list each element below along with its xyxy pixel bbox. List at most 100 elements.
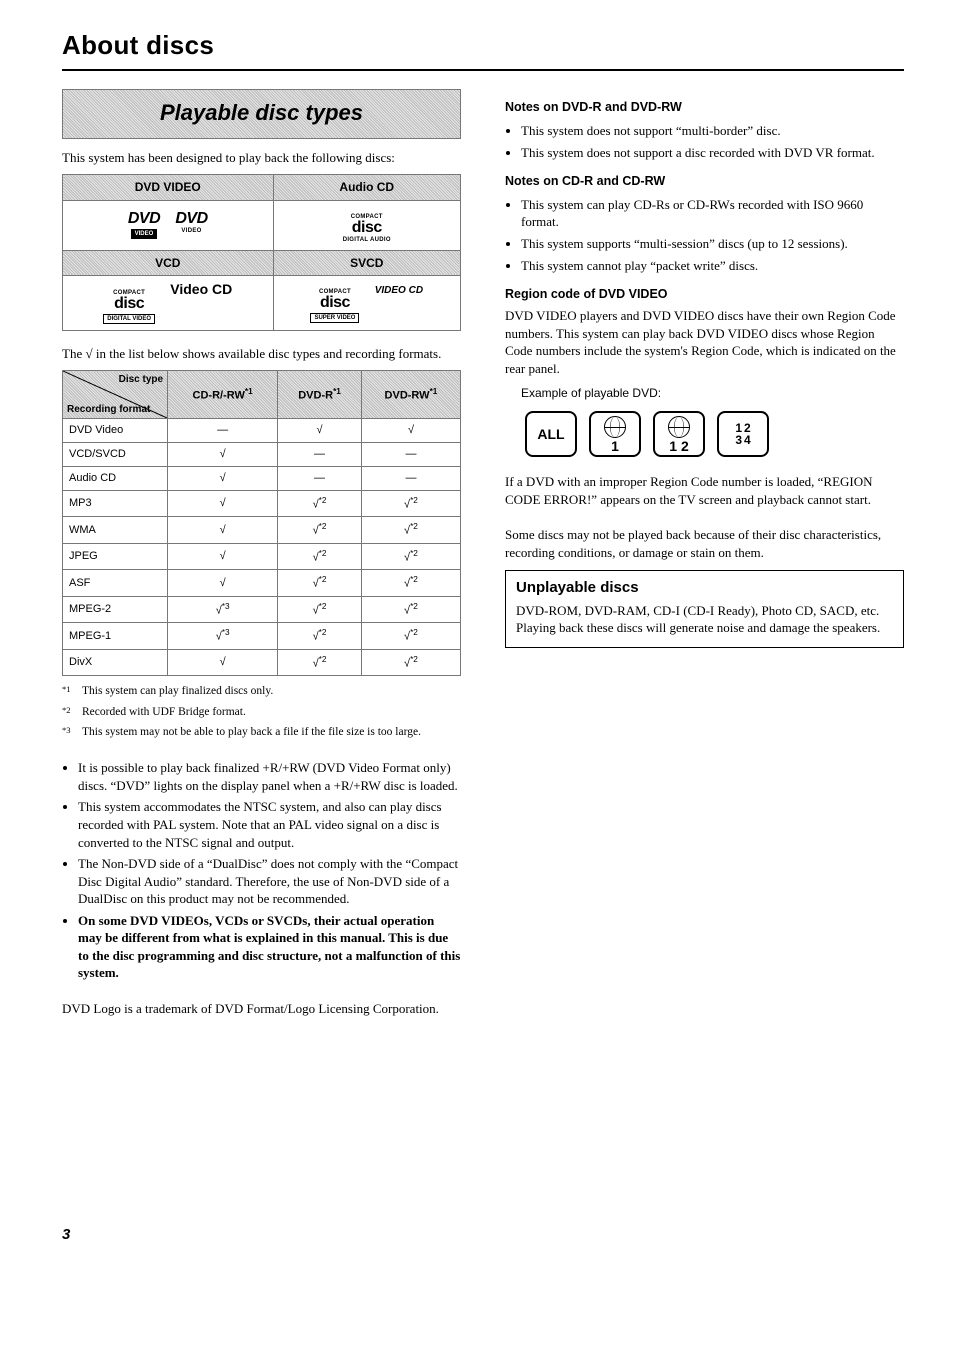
disc-type-logo-table: DVD VIDEO Audio CD DVD VIDEO DVD VIDEO [62,174,461,330]
table-row: MPEG-1√*3√*2√*2 [63,623,461,650]
row-label: ASF [63,570,168,597]
row-cell: √*3 [168,623,278,650]
table-row: DivX√√*2√*2 [63,649,461,676]
globe-icon [604,416,626,438]
dvd-logo-sub: VIDEO [131,229,158,239]
compatibility-table: Disc type Recording format CD-R/-RW*1 DV… [62,370,461,676]
row-cell: √*2 [278,543,362,570]
row-cell: √*2 [278,490,362,517]
row-cell: — [361,466,460,490]
row-cell: √ [168,543,278,570]
callout-title: Unplayable discs [516,578,893,598]
row-label: JPEG [63,543,168,570]
notes-bullets: It is possible to play back finalized +R… [62,759,461,982]
logo-header-svcd: SVCD [273,250,461,275]
row-label: VCD/SVCD [63,443,168,467]
row-cell: √*2 [361,517,460,544]
row-cell: √*3 [168,596,278,623]
row-cell: √ [168,649,278,676]
row-cell: √ [168,466,278,490]
table-row: DVD Video—√√ [63,419,461,443]
compat-corner: Disc type Recording format [63,371,168,419]
video-cd-small-logo: VIDEO CD [375,286,423,296]
corner-disc-type: Disc type [119,373,163,386]
table-row: ASF√√*2√*2 [63,570,461,597]
list-item: This system can play CD-Rs or CD-RWs rec… [521,196,904,231]
logo-header-vcd: VCD [63,250,274,275]
compat-col-1: DVD-R*1 [278,371,362,419]
row-cell: — [278,466,362,490]
row-label: WMA [63,517,168,544]
list-item: This system does not support a disc reco… [521,144,904,162]
compat-col-2: DVD-RW*1 [361,371,460,419]
dvd-logo-text: DVD [128,211,160,227]
super-video-label: SUPER VIDEO [310,313,359,323]
notes-cdr-title: Notes on CD-R and CD-RW [505,173,904,190]
list-item: This system supports “multi-session” dis… [521,235,904,253]
row-label: DivX [63,649,168,676]
list-item: This system accommodates the NTSC system… [78,798,461,851]
region-1-2: 1 2 [653,411,705,457]
disc-logo-3: disc [320,295,350,311]
row-cell: √ [168,443,278,467]
row-label: DVD Video [63,419,168,443]
logo-header-dvd: DVD VIDEO [63,175,274,200]
logo-cell-dvd: DVD VIDEO DVD VIDEO [63,200,274,250]
row-cell: √*2 [361,570,460,597]
logo-cell-svcd: COMPACT disc SUPER VIDEO VIDEO CD [273,275,461,330]
page-title: About discs [62,28,904,63]
region-1: 1 [589,411,641,457]
callout-body-1: DVD-ROM, DVD-RAM, CD-I (CD-I Ready), Pho… [516,602,893,620]
row-cell: √*2 [361,596,460,623]
digital-audio-label: DIGITAL AUDIO [343,237,391,243]
logo-header-audiocd: Audio CD [273,175,461,200]
video-cd-text: Video CD [170,282,232,296]
logo-cell-vcd: COMPACT disc DIGITAL VIDEO Video CD [63,275,274,330]
callout-body-2: Playing back these discs will generate n… [516,619,893,637]
row-label: Audio CD [63,466,168,490]
row-cell: — [361,443,460,467]
region-error-note: If a DVD with an improper Region Code nu… [505,473,904,508]
region-code-examples: ALL 1 1 2 1234 [525,411,904,457]
left-column: Playable disc types This system has been… [62,89,461,1025]
logo-cell-audiocd: COMPACT disc DIGITAL AUDIO [273,200,461,250]
section-title-box: Playable disc types [62,89,461,139]
content-columns: Playable disc types This system has been… [62,89,904,1025]
globe-icon [668,416,690,438]
list-item: The Non-DVD side of a “DualDisc” does no… [78,855,461,908]
row-cell: √*2 [278,570,362,597]
list-item: This system does not support “multi-bord… [521,122,904,140]
table-row: WMA√√*2√*2 [63,517,461,544]
table-row: MP3√√*2√*2 [63,490,461,517]
dvd-logo-text-2: DVD [175,211,207,227]
row-cell: √ [168,517,278,544]
footnotes: *1This system can play finalized discs o… [62,684,461,743]
example-label: Example of playable DVD: [521,385,904,401]
trademark-notice: DVD Logo is a trademark of DVD Format/Lo… [62,1000,461,1018]
row-label: MPEG-2 [63,596,168,623]
digital-video-label: DIGITAL VIDEO [103,314,155,324]
footnote: *2Recorded with UDF Bridge format. [62,705,461,723]
row-cell: √ [168,490,278,517]
section-title: Playable disc types [160,100,363,125]
table-row: MPEG-2√*3√*2√*2 [63,596,461,623]
table-row: Audio CD√—— [63,466,461,490]
page-number: 3 [62,1225,904,1245]
row-cell: √ [168,570,278,597]
title-rule [62,69,904,71]
table-caption: The √ in the list below shows available … [62,345,461,363]
row-cell: √*2 [361,543,460,570]
row-cell: √*2 [361,649,460,676]
footnote: *1This system can play finalized discs o… [62,684,461,702]
notes-dvdr-bullets: This system does not support “multi-bord… [505,122,904,161]
row-cell: √*2 [278,649,362,676]
unplayable-discs-callout: Unplayable discs DVD-ROM, DVD-RAM, CD-I … [505,570,904,648]
row-label: MP3 [63,490,168,517]
row-label: MPEG-1 [63,623,168,650]
compat-col-0: CD-R/-RW*1 [168,371,278,419]
row-cell: √*2 [278,596,362,623]
intro-text: This system has been designed to play ba… [62,149,461,167]
right-column: Notes on DVD-R and DVD-RW This system do… [505,89,904,1025]
region-quad: 1234 [735,422,750,447]
row-cell: √*2 [361,623,460,650]
